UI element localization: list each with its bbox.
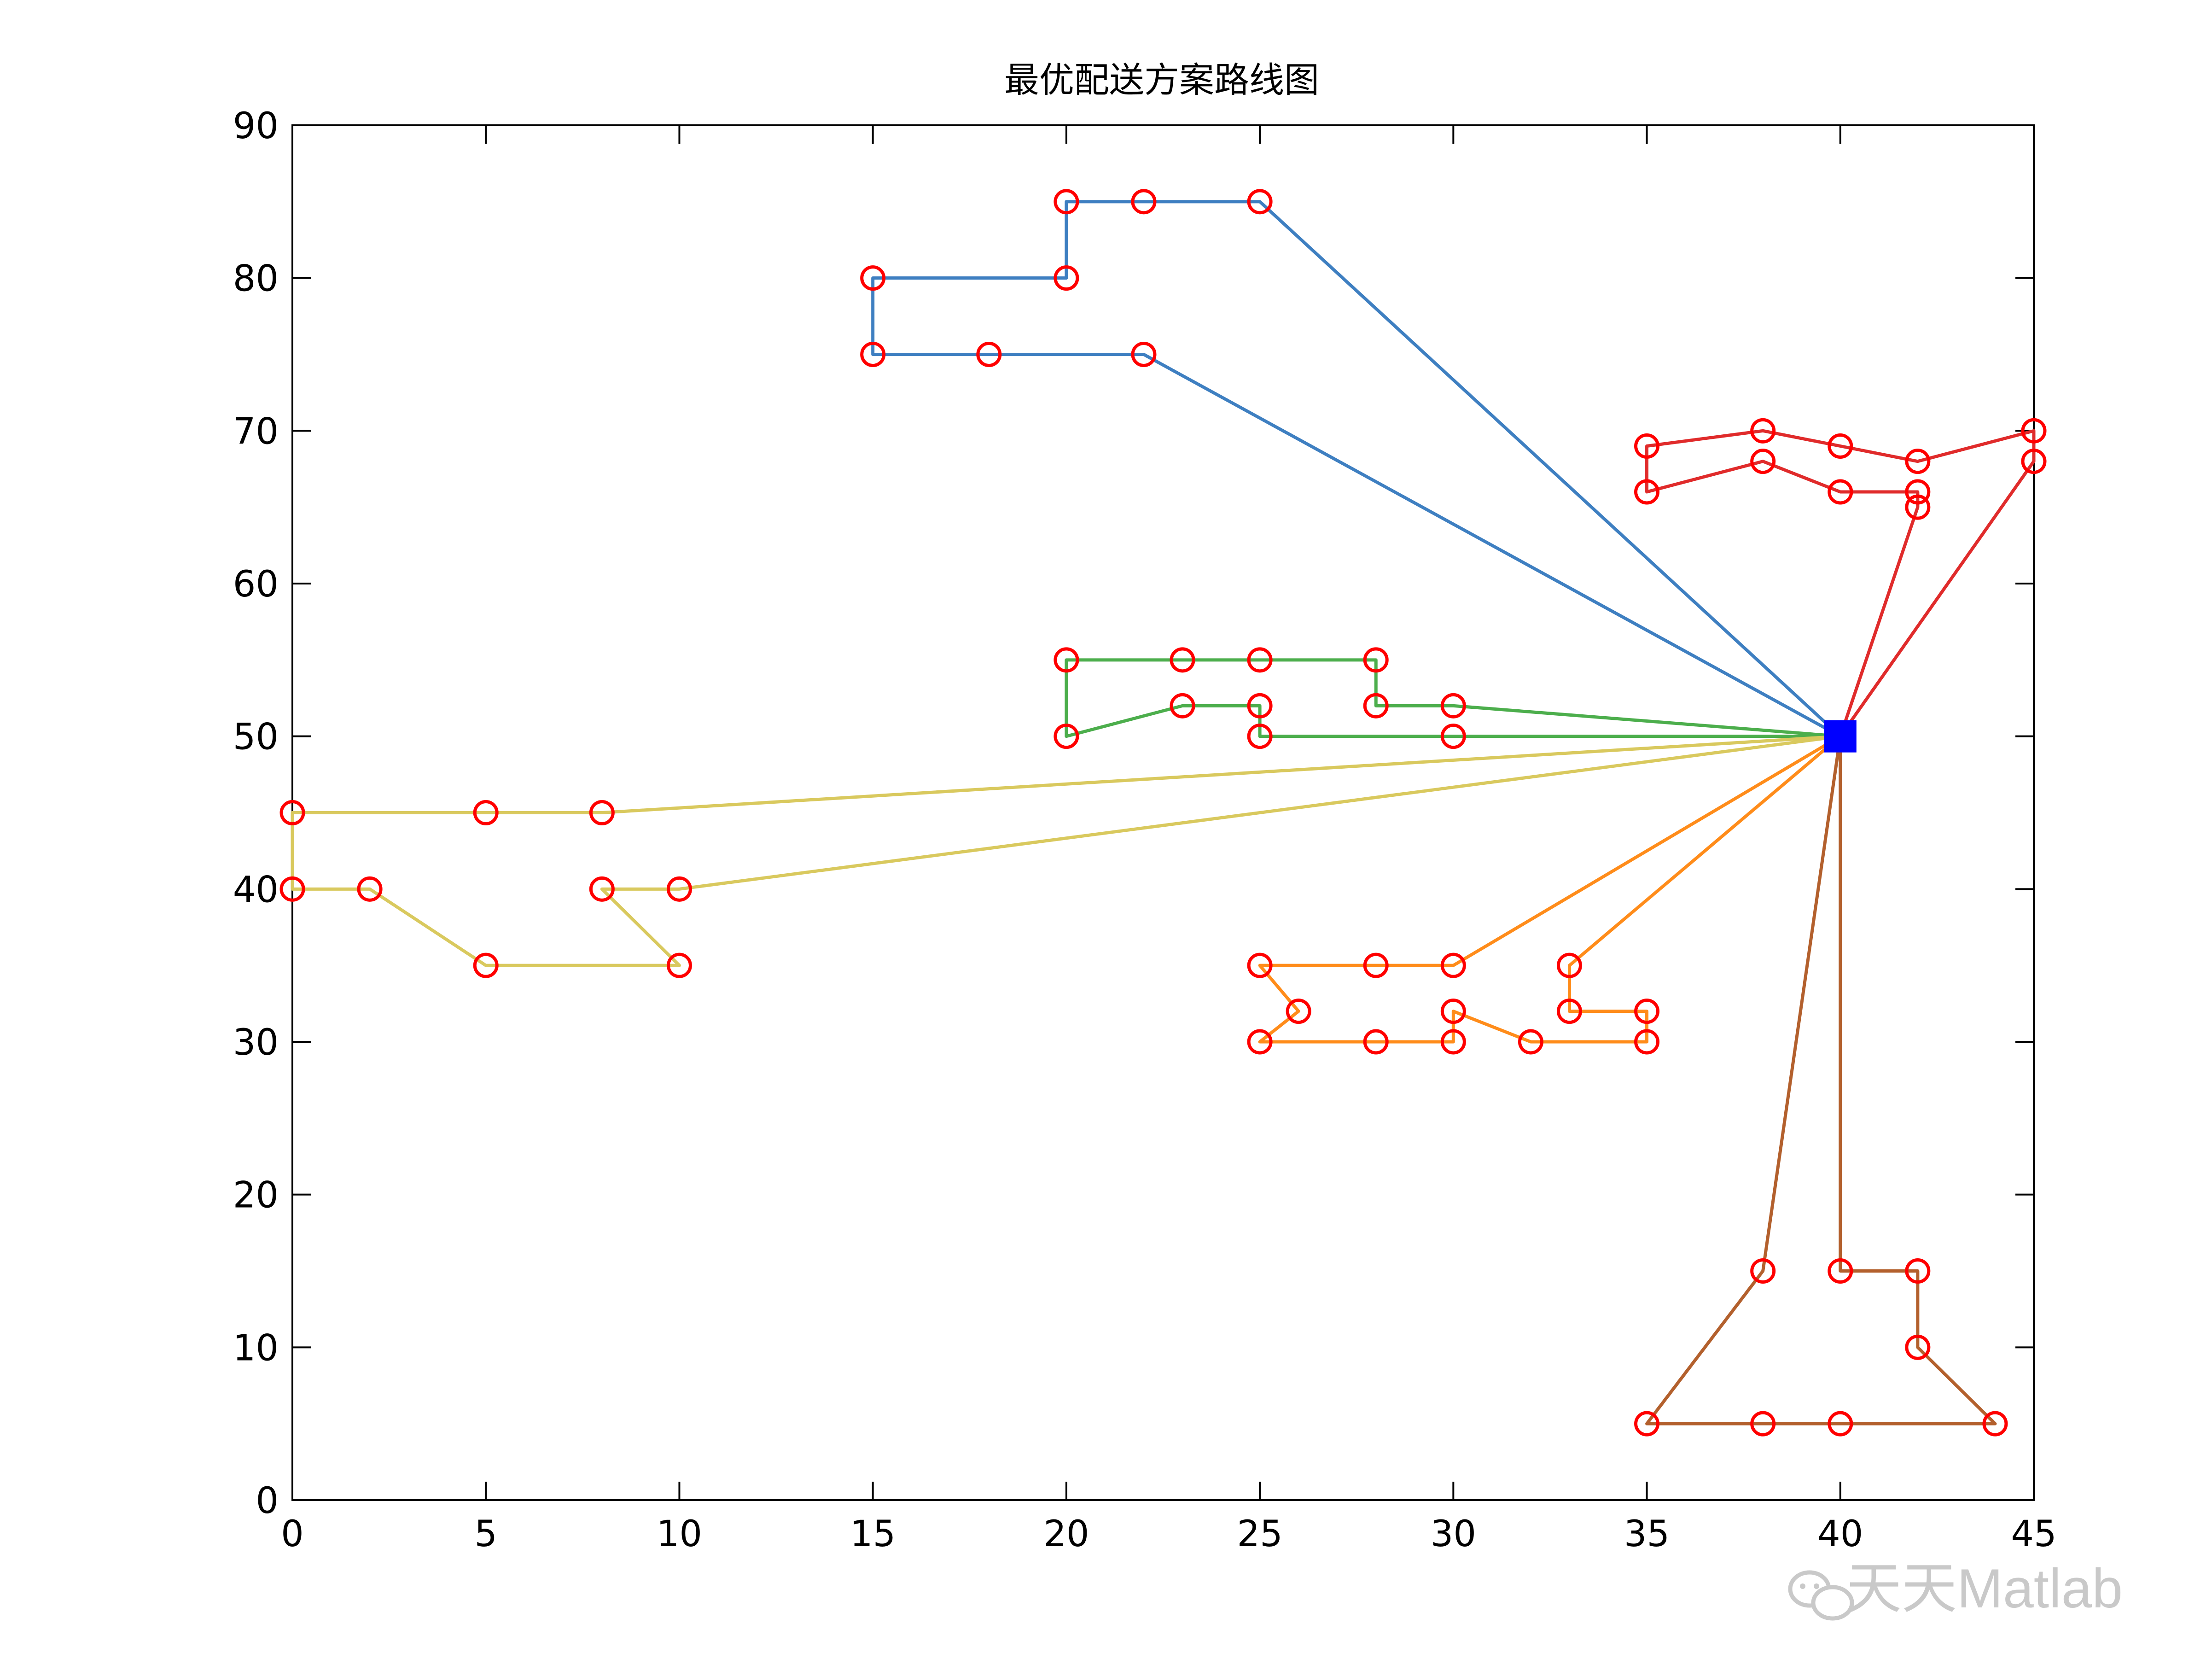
- depot: [1824, 720, 1857, 753]
- depot-marker: [1824, 720, 1857, 753]
- customer-point: [1247, 693, 1273, 719]
- customer-point: [1440, 999, 1466, 1024]
- x-tick-label: 10: [657, 1513, 702, 1555]
- customer-point: [1750, 1258, 1776, 1284]
- customer-point: [1170, 647, 1195, 673]
- x-tick-label: 25: [1237, 1513, 1282, 1555]
- customer-point: [976, 342, 1002, 367]
- customer-point: [1131, 342, 1157, 367]
- customer-point: [1286, 999, 1311, 1024]
- y-tick-label: 10: [233, 1327, 279, 1369]
- customer-point: [1634, 1411, 1660, 1437]
- route-line-4: [291, 735, 1841, 967]
- customer-point: [1750, 418, 1776, 444]
- customer-point: [1828, 479, 1853, 505]
- customer-point: [1440, 724, 1466, 749]
- customer-point: [1556, 952, 1582, 978]
- x-tick-label: 20: [1043, 1513, 1089, 1555]
- customer-point: [1054, 265, 1079, 291]
- customer-point: [589, 876, 615, 902]
- customer-point: [1905, 1334, 1931, 1360]
- y-tick-label: 0: [256, 1480, 279, 1522]
- customer-point: [1556, 999, 1582, 1024]
- customer-point: [1363, 647, 1389, 673]
- customer-point: [1054, 189, 1079, 215]
- customer-point: [1363, 1029, 1389, 1055]
- x-tick-label: 40: [1817, 1513, 1863, 1555]
- y-tick-label: 30: [233, 1022, 279, 1063]
- x-tick-label: 45: [2011, 1513, 2056, 1555]
- customer-point: [1363, 693, 1389, 719]
- customer-point: [1131, 189, 1157, 215]
- customer-point: [1828, 1258, 1853, 1284]
- customer-point: [357, 876, 383, 902]
- watermark-text: 天天Matlab: [1846, 1558, 2123, 1619]
- y-tick-label: 80: [233, 258, 279, 300]
- customer-point: [1905, 479, 1931, 505]
- customer-point: [2021, 449, 2047, 474]
- route-line-6: [1645, 736, 1997, 1425]
- customer-point: [1828, 433, 1853, 459]
- customer-point: [860, 265, 886, 291]
- customer-point: [1440, 1029, 1466, 1055]
- customer-point: [1905, 1258, 1931, 1284]
- x-axis: 0 5 10 15 20 25 30 35 40 45: [281, 125, 2057, 1555]
- y-tick-label: 60: [233, 564, 279, 605]
- route-line-3: [1065, 658, 1841, 738]
- customer-point: [2021, 418, 2047, 444]
- customer-point: [1634, 479, 1660, 505]
- customer-point: [1247, 647, 1273, 673]
- x-tick-label: 5: [474, 1513, 497, 1555]
- customer-point: [1440, 693, 1466, 719]
- customer-point: [1054, 647, 1079, 673]
- y-tick-label: 90: [233, 105, 279, 147]
- y-tick-label: 70: [233, 411, 279, 452]
- customer-point: [589, 800, 615, 825]
- y-tick-label: 40: [233, 869, 279, 911]
- route-line-1: [871, 200, 1842, 738]
- customer-point: [860, 342, 886, 367]
- customer-point: [473, 800, 499, 825]
- customer-point: [1363, 952, 1389, 978]
- customer-point: [1247, 1029, 1273, 1055]
- customer-point: [1054, 724, 1079, 749]
- customer-point: [473, 952, 499, 978]
- customer-point: [1440, 952, 1466, 978]
- customer-point: [279, 876, 305, 902]
- route-line-5: [1258, 735, 1842, 1044]
- chart-title: 最优配送方案路线图: [1004, 59, 1319, 100]
- customer-point: [1905, 449, 1931, 474]
- customer-point: [1247, 189, 1273, 215]
- x-tick-label: 30: [1431, 1513, 1476, 1555]
- y-tick-label: 20: [233, 1175, 279, 1216]
- customer-point: [1828, 1411, 1853, 1437]
- customer-point: [1247, 724, 1273, 749]
- customer-point: [1170, 693, 1195, 719]
- customer-point: [1634, 1029, 1660, 1055]
- customer-point: [1750, 449, 1776, 474]
- customer-points: [279, 189, 2047, 1437]
- x-tick-label: 0: [281, 1513, 304, 1555]
- routes: [291, 200, 2036, 1425]
- customer-point: [1247, 952, 1273, 978]
- customer-point: [666, 876, 692, 902]
- route-line-2: [1645, 429, 2036, 737]
- customer-point: [1750, 1411, 1776, 1437]
- wechat-logo-icon: [1788, 1570, 1854, 1621]
- x-tick-label: 35: [1624, 1513, 1670, 1555]
- customer-point: [1634, 999, 1660, 1024]
- customer-point: [1982, 1411, 2008, 1437]
- y-axis: 0 10 20 30 40 50 60 70 80 90: [233, 105, 2034, 1522]
- customer-point: [1518, 1029, 1543, 1055]
- customer-point: [1905, 494, 1931, 520]
- x-tick-label: 15: [850, 1513, 896, 1555]
- customer-point: [279, 800, 305, 825]
- customer-point: [1634, 433, 1660, 459]
- customer-point: [666, 952, 692, 978]
- y-tick-label: 50: [233, 717, 279, 758]
